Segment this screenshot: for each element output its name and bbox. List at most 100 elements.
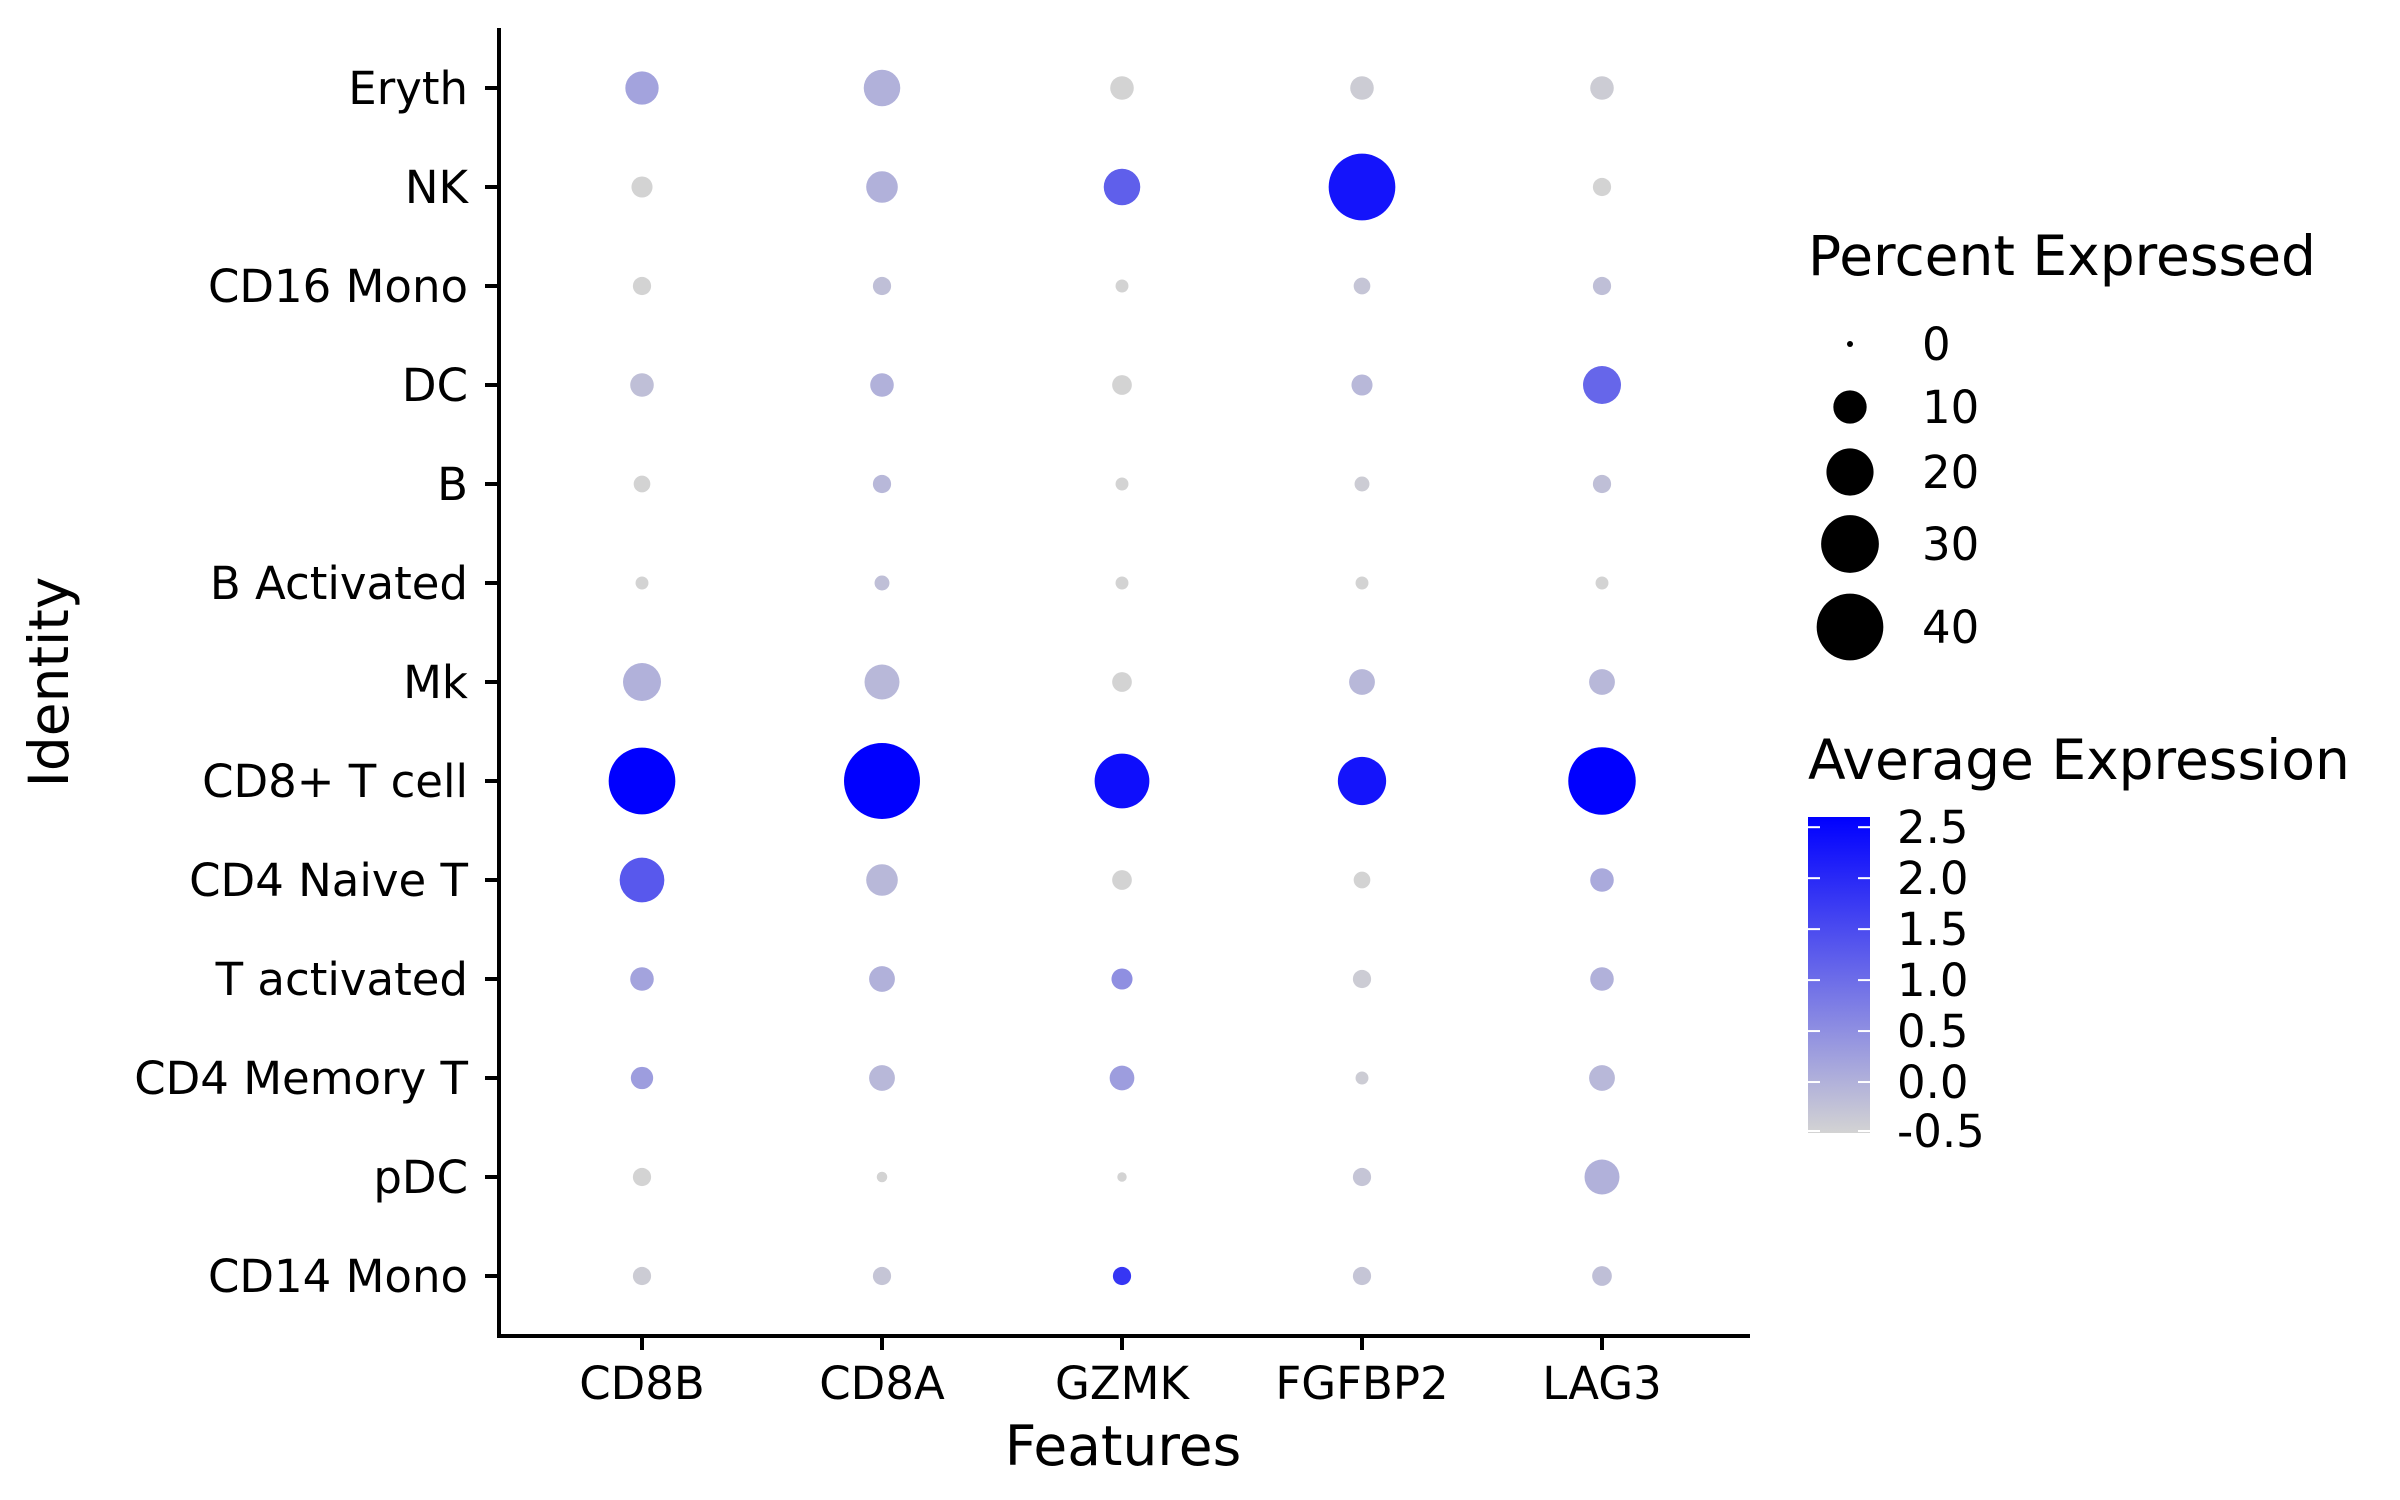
y-tick-label: Eryth	[348, 62, 468, 115]
y-tick-label: B Activated	[210, 557, 468, 610]
dot-marker	[1328, 153, 1396, 221]
color-legend: Average Expression 2.52.01.51.00.50.0-0.…	[1808, 728, 2350, 1158]
dot-marker	[608, 747, 676, 815]
color-legend-label: -0.5	[1897, 1105, 1985, 1158]
dot-marker	[1115, 477, 1129, 491]
dot-marker	[1354, 476, 1370, 492]
dot-marker	[1595, 576, 1609, 590]
dot-marker	[625, 71, 659, 105]
dot-marker	[1094, 753, 1150, 809]
dot-marker	[1352, 1266, 1372, 1286]
dot-marker	[872, 474, 892, 494]
dot-marker	[1112, 375, 1132, 395]
dot-marker	[870, 373, 894, 397]
x-tick-label: FGFBP2	[1275, 1357, 1448, 1410]
color-legend-label: 0.0	[1897, 1056, 1969, 1109]
x-tick-label: CD8A	[819, 1357, 945, 1410]
dot-marker	[866, 864, 898, 896]
y-tick-label: CD16 Mono	[208, 260, 468, 313]
dot-marker	[1590, 868, 1614, 892]
size-legend-dot	[1847, 341, 1853, 347]
dot-marker	[630, 1066, 654, 1090]
color-legend-label: 2.5	[1897, 801, 1969, 854]
dot-marker	[1110, 76, 1134, 100]
dot-marker	[869, 1065, 895, 1091]
dot-marker	[1583, 366, 1621, 404]
x-tick-labels: CD8B CD8A GZMK FGFBP2 LAG3	[579, 1357, 1662, 1410]
size-legend-label: 30	[1922, 518, 1979, 571]
dot-marker	[1589, 1065, 1615, 1091]
color-bar	[1808, 817, 1870, 1133]
size-legend-label: 40	[1922, 601, 1979, 654]
dot-marker	[864, 664, 900, 700]
x-tick-label: GZMK	[1055, 1357, 1191, 1410]
size-legend-label: 10	[1922, 381, 1979, 434]
dot-marker	[1592, 1266, 1612, 1286]
y-tick-label: Mk	[403, 656, 468, 709]
dot-marker	[872, 1266, 892, 1286]
dot-marker	[1568, 747, 1636, 815]
color-legend-label: 2.0	[1897, 852, 1969, 905]
dot-marker	[632, 276, 652, 296]
dot-marker	[619, 857, 665, 903]
dot-marker	[876, 1171, 888, 1183]
dot-marker	[1351, 374, 1373, 396]
size-legend-dot	[1833, 390, 1867, 424]
size-legend-title: Percent Expressed	[1808, 224, 2316, 288]
dot-marker	[1589, 669, 1615, 695]
dot-marker	[1592, 474, 1612, 494]
y-tick-label: CD4 Memory T	[134, 1052, 468, 1105]
dot-marker	[1590, 76, 1614, 100]
dot-marker	[1592, 276, 1612, 296]
y-tick-label: NK	[405, 161, 470, 214]
y-tick-label: CD14 Mono	[208, 1250, 468, 1303]
size-legend-dot	[1821, 515, 1879, 573]
plot-axes	[485, 28, 1750, 1350]
y-tick-label: T activated	[215, 953, 468, 1006]
dot-marker	[1352, 969, 1372, 989]
dot-marker	[1584, 1159, 1620, 1195]
dot-marker	[1109, 1065, 1135, 1091]
dot-marker	[630, 967, 654, 991]
dot-marker	[1350, 76, 1374, 100]
y-tick-label: DC	[402, 359, 468, 412]
dot-marker	[633, 475, 651, 493]
y-tick-label: CD8+ T cell	[202, 755, 468, 808]
size-legend-label: 20	[1922, 446, 1979, 499]
y-tick-label: CD4 Naive T	[189, 854, 468, 907]
size-legend: Percent Expressed 0 10 20 30 40	[1808, 224, 2316, 661]
dot-marker	[874, 575, 890, 591]
dot-marker	[1352, 1167, 1372, 1187]
size-legend-label: 0	[1922, 318, 1951, 371]
y-axis-title: Identity	[17, 577, 81, 788]
dot-marker	[1353, 871, 1371, 889]
x-tick-label: CD8B	[579, 1357, 705, 1410]
x-tick-label: LAG3	[1542, 1357, 1662, 1410]
dot-marker	[1355, 576, 1369, 590]
y-tick-label: B	[437, 458, 468, 511]
y-tick-label: pDC	[373, 1151, 468, 1204]
dot-marker	[1103, 168, 1141, 206]
dot-marker	[1117, 1172, 1127, 1182]
dot-marker	[1353, 277, 1371, 295]
dot-marker	[1112, 870, 1132, 890]
color-legend-label: 0.5	[1897, 1005, 1969, 1058]
dot-marker	[623, 663, 661, 701]
color-legend-title: Average Expression	[1808, 728, 2350, 792]
dot-markers	[608, 69, 1636, 1286]
dot-marker	[1337, 756, 1387, 806]
dot-marker	[1112, 672, 1132, 692]
color-legend-label: 1.0	[1897, 954, 1969, 1007]
dot-marker	[630, 373, 654, 397]
dot-marker	[1112, 1266, 1132, 1286]
y-tick-labels: Eryth NK CD16 Mono DC B B Activated Mk CD8+ T c…	[134, 62, 469, 1303]
dot-marker	[872, 276, 892, 296]
size-legend-dot	[1816, 593, 1884, 661]
dot-marker	[844, 743, 920, 819]
x-axis-title: Features	[1005, 1414, 1242, 1478]
dot-marker	[866, 171, 898, 203]
dot-marker	[635, 576, 649, 590]
dot-marker	[1115, 576, 1129, 590]
dot-marker	[1355, 1071, 1369, 1085]
